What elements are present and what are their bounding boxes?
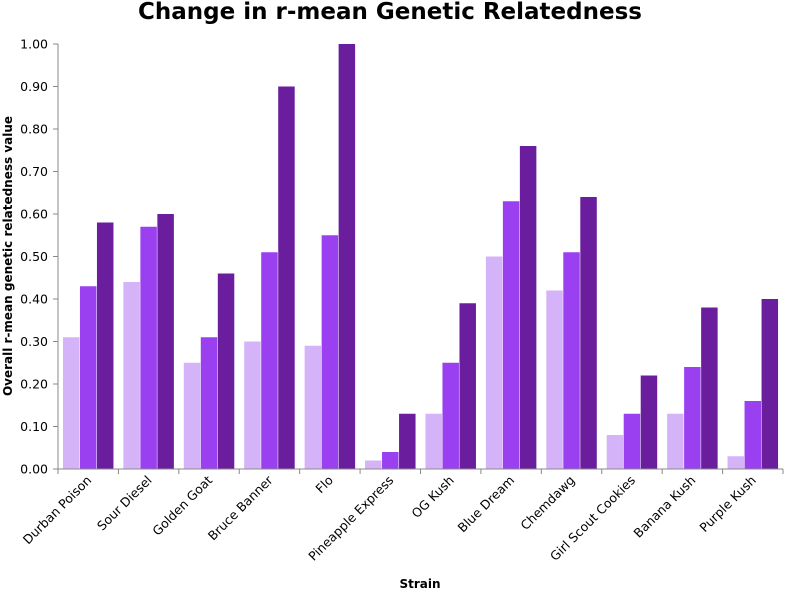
bar — [459, 303, 476, 469]
x-tick-label: Chemdawg — [517, 473, 577, 533]
bar — [701, 307, 718, 469]
bar — [96, 222, 114, 469]
x-tick-label: Durban Poison — [20, 473, 95, 548]
y-tick-label: 0.60 — [20, 207, 48, 222]
y-tick-label: 1.00 — [20, 37, 48, 52]
bar — [502, 201, 520, 469]
y-tick-label: 0.10 — [20, 419, 48, 434]
bar — [485, 256, 503, 469]
bar — [399, 413, 416, 469]
x-tick-label: OG Kush — [408, 473, 456, 521]
x-tick-label: Banana Kush — [630, 473, 698, 541]
bar — [123, 282, 140, 469]
x-tick-label: Blue Dream — [455, 473, 518, 536]
y-tick-label: 0.80 — [20, 122, 48, 137]
x-tick-label: Purple Kush — [696, 473, 759, 536]
bar — [442, 362, 459, 469]
bar — [382, 452, 399, 469]
bar — [640, 375, 658, 469]
bars — [62, 44, 779, 469]
chart-title: Change in r-mean Genetic Relatedness — [138, 0, 642, 25]
bar — [744, 401, 762, 469]
y-axis-title: Overall r-mean genetic relatedness value — [1, 116, 15, 396]
x-tick-label: Flo — [312, 473, 336, 497]
bar — [304, 345, 322, 469]
bar — [200, 337, 218, 469]
bar — [606, 435, 624, 469]
bar — [244, 341, 261, 469]
x-tick-label: Sour Diesel — [94, 473, 155, 534]
y-tick-label: 0.30 — [20, 334, 48, 349]
bar — [217, 273, 235, 469]
y-tick-label: 0.00 — [20, 462, 48, 477]
x-axis-title: Strain — [399, 577, 440, 591]
bar — [580, 197, 597, 469]
x-tick-label: Golden Goat — [149, 472, 215, 538]
y-tick-label: 0.70 — [20, 164, 48, 179]
bar — [684, 367, 701, 469]
bar — [183, 362, 201, 469]
bar — [546, 290, 563, 469]
bar — [261, 252, 278, 469]
bar — [338, 44, 356, 469]
bar — [727, 456, 745, 469]
y-tick-label: 0.50 — [20, 249, 48, 264]
x-tick-label: Bruce Banner — [205, 472, 276, 543]
bar — [278, 86, 295, 469]
bar — [761, 299, 779, 469]
bar — [62, 337, 80, 469]
bar — [79, 286, 97, 469]
bar — [425, 413, 442, 469]
bar — [140, 226, 157, 469]
bar — [519, 146, 537, 469]
y-axis-ticks: 0.00 0.10 0.20 0.30 0.40 0.50 0.60 0.70 0.80 0.90… — [20, 37, 58, 477]
bar — [157, 214, 174, 469]
bar — [667, 413, 684, 469]
bar — [623, 413, 641, 469]
bar — [321, 235, 339, 469]
bar — [563, 252, 580, 469]
bar — [365, 460, 382, 469]
y-tick-label: 0.90 — [20, 79, 48, 94]
y-tick-label: 0.20 — [20, 377, 48, 392]
y-tick-label: 0.40 — [20, 292, 48, 307]
